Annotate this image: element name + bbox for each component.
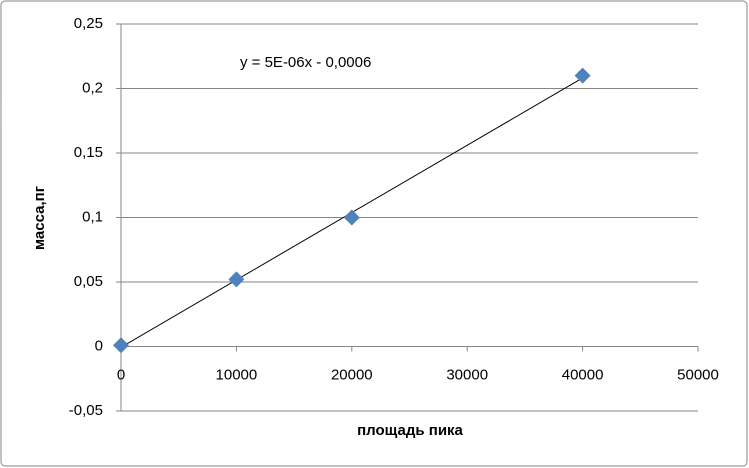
x-tick-label: 20000 xyxy=(331,366,373,383)
point xyxy=(228,271,245,288)
y-tick-label: 0,2 xyxy=(82,79,103,96)
trendline-equation: y = 5E-06x - 0,0006 xyxy=(240,54,371,71)
point xyxy=(574,67,591,84)
x-axis-title: площадь пика xyxy=(357,422,463,439)
x-tick-label: 40000 xyxy=(562,366,604,383)
y-axis-title: масса,пг xyxy=(31,186,48,250)
y-tick-label: -0,05 xyxy=(69,402,103,419)
y-tick-label: 0,25 xyxy=(74,15,103,32)
point xyxy=(343,209,360,226)
x-tick-label: 30000 xyxy=(446,366,488,383)
x-tick-label: 0 xyxy=(117,366,125,383)
x-tick-label: 50000 xyxy=(677,366,719,383)
y-tick-label: 0,05 xyxy=(74,273,103,290)
point xyxy=(113,337,129,354)
y-tick-label: 0 xyxy=(95,337,103,354)
x-tick-label: 10000 xyxy=(216,366,258,383)
y-tick-label: 0,15 xyxy=(74,144,103,161)
y-tick-label: 0,1 xyxy=(82,208,103,225)
